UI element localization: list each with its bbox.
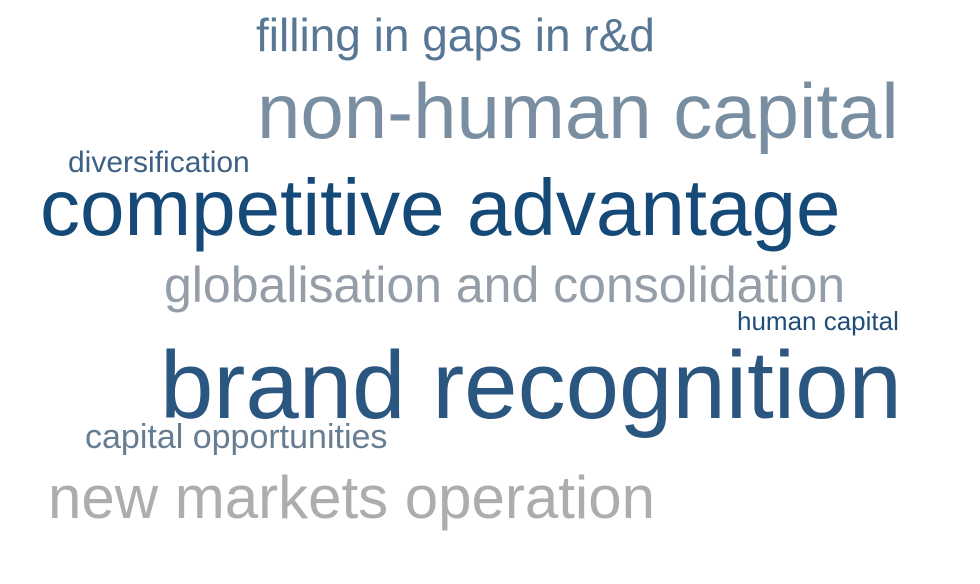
word-globalisation-and-consolidation: globalisation and consolidation [164, 257, 846, 313]
word-diversification: diversification [68, 146, 250, 179]
word-new-markets-operation: new markets operation [48, 464, 655, 531]
word-capital-opportunities: capital opportunities [85, 418, 388, 456]
word-brand-recognition: brand recognition [160, 332, 902, 439]
word-non-human-capital: non-human capital [257, 67, 899, 155]
word-human-capital: human capital [737, 306, 899, 336]
word-competitive-advantage: competitive advantage [40, 163, 841, 252]
word-filling-in-gaps-in-rd: filling in gaps in r&d [256, 9, 655, 61]
